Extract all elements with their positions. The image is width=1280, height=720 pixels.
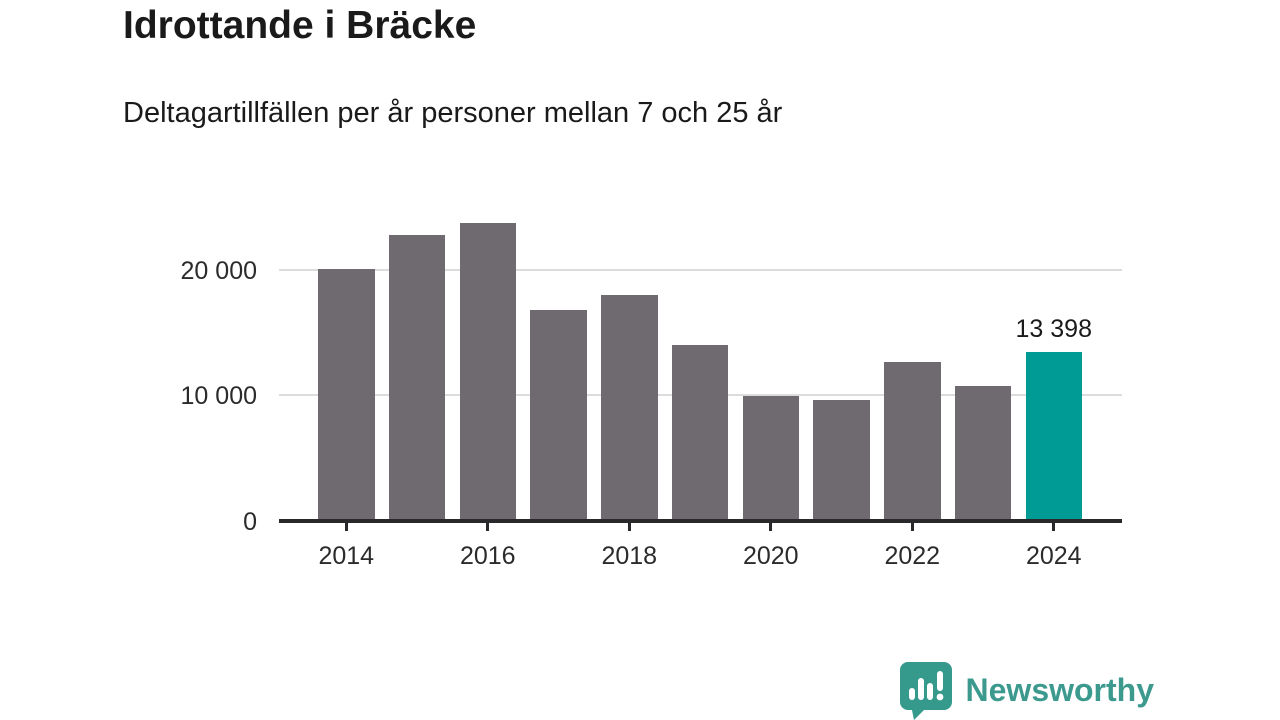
bar-2022 (884, 362, 941, 520)
bar-2017 (530, 310, 587, 520)
x-axis-label-2024: 2024 (1025, 541, 1082, 570)
bar-2019 (671, 344, 729, 520)
x-axis-label-2022: 2022 (884, 541, 941, 570)
x-axis-tick-2020 (769, 522, 773, 531)
x-axis-tick-2022 (910, 522, 914, 531)
bar-2020 (742, 395, 799, 520)
x-axis-label-2016: 2016 (459, 541, 516, 570)
y-axis-label-20000: 20 000 (180, 257, 257, 286)
x-axis-tick-2016 (486, 522, 490, 531)
bar-value-label: 13 398 (1015, 315, 1092, 344)
newsworthy-brand: Newsworthy (898, 660, 1154, 720)
x-axis-label-2014: 2014 (318, 541, 375, 570)
x-axis-tick-2024 (1052, 522, 1056, 531)
bar-2024 (1025, 352, 1082, 520)
x-axis-tick-2018 (627, 522, 631, 531)
newsworthy-logo-text: Newsworthy (965, 672, 1154, 708)
x-axis-label-2018: 2018 (601, 541, 658, 570)
chart-subtitle: Deltagartillfällen per år personer mella… (123, 97, 783, 129)
bar-2018 (601, 295, 658, 520)
bar-2015 (388, 235, 446, 520)
y-axis-label-10000: 10 000 (180, 381, 257, 410)
x-axis-tick-2014 (344, 522, 348, 531)
x-axis-line (279, 519, 1122, 523)
x-axis-label-2020: 2020 (742, 541, 799, 570)
bar-2016 (459, 222, 516, 520)
chart-title: Idrottande i Bräcke (123, 4, 477, 47)
bar-2023 (954, 385, 1012, 520)
gridline-20000 (279, 269, 1122, 272)
newsworthy-logo-icon (899, 662, 952, 720)
y-axis-label-0: 0 (243, 507, 257, 536)
bar-2014 (318, 268, 375, 520)
bar-2021 (813, 399, 870, 520)
